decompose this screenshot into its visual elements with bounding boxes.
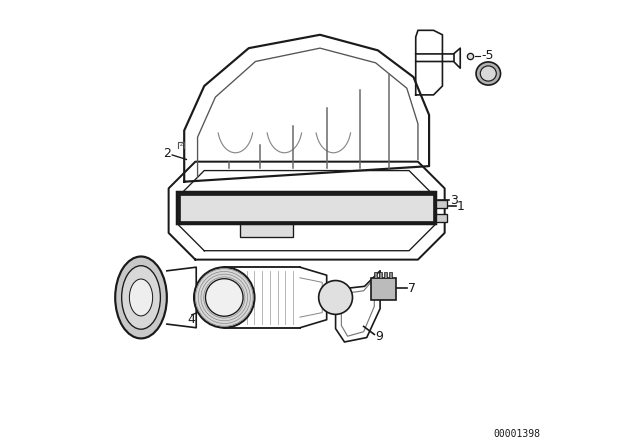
Bar	[436, 214, 447, 222]
Bar	[383, 272, 387, 278]
Bar	[240, 206, 293, 237]
Bar	[180, 195, 433, 222]
Text: 8: 8	[130, 313, 138, 326]
Bar	[436, 200, 447, 208]
Text: 1: 1	[457, 200, 465, 213]
Text: -5: -5	[481, 49, 493, 62]
Text: z: z	[179, 141, 183, 147]
Bar	[177, 192, 436, 224]
Bar	[371, 278, 396, 300]
Circle shape	[319, 280, 353, 314]
Ellipse shape	[129, 279, 153, 316]
Circle shape	[194, 267, 255, 328]
Text: 2: 2	[163, 147, 171, 160]
Ellipse shape	[480, 66, 496, 81]
Ellipse shape	[476, 62, 500, 85]
Text: 00001398: 00001398	[493, 429, 540, 439]
Text: 4: 4	[188, 313, 196, 326]
Bar	[374, 272, 378, 278]
Text: -6: -6	[481, 66, 493, 79]
Bar	[388, 272, 392, 278]
Ellipse shape	[115, 257, 167, 338]
Text: 7: 7	[408, 282, 416, 295]
Text: 9: 9	[376, 330, 383, 343]
Ellipse shape	[122, 266, 161, 329]
Bar	[379, 272, 382, 278]
Circle shape	[205, 279, 243, 316]
Text: 3: 3	[451, 194, 458, 207]
